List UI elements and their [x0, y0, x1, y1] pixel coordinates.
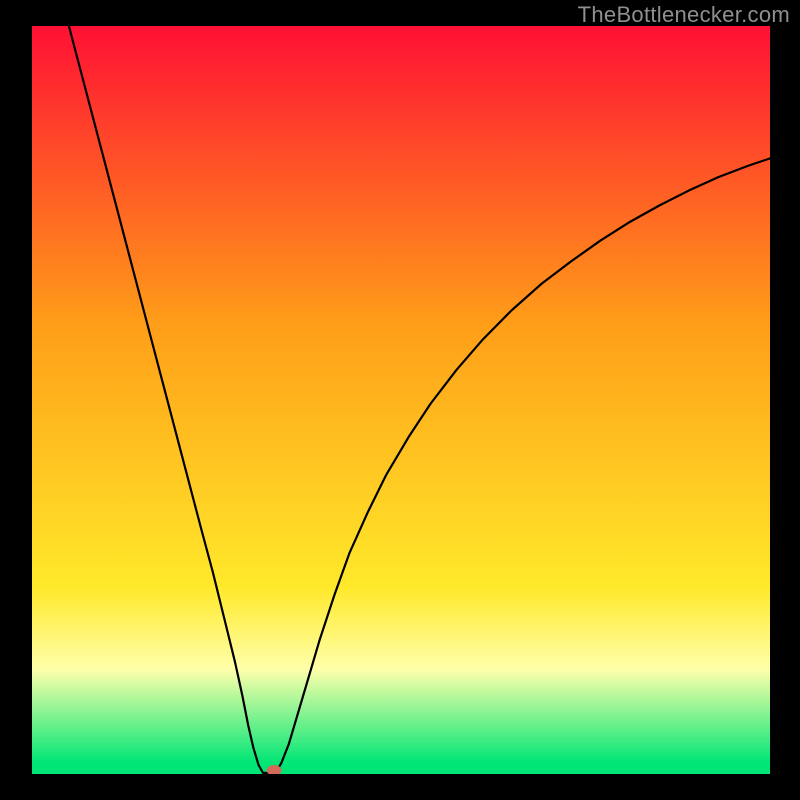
watermark-text: TheBottlenecker.com: [578, 2, 790, 28]
chart-container: { "watermark": { "text": "TheBottlenecke…: [0, 0, 800, 800]
plot-area: [32, 26, 770, 774]
gradient-background: [32, 26, 770, 774]
chart-svg: [32, 26, 770, 774]
